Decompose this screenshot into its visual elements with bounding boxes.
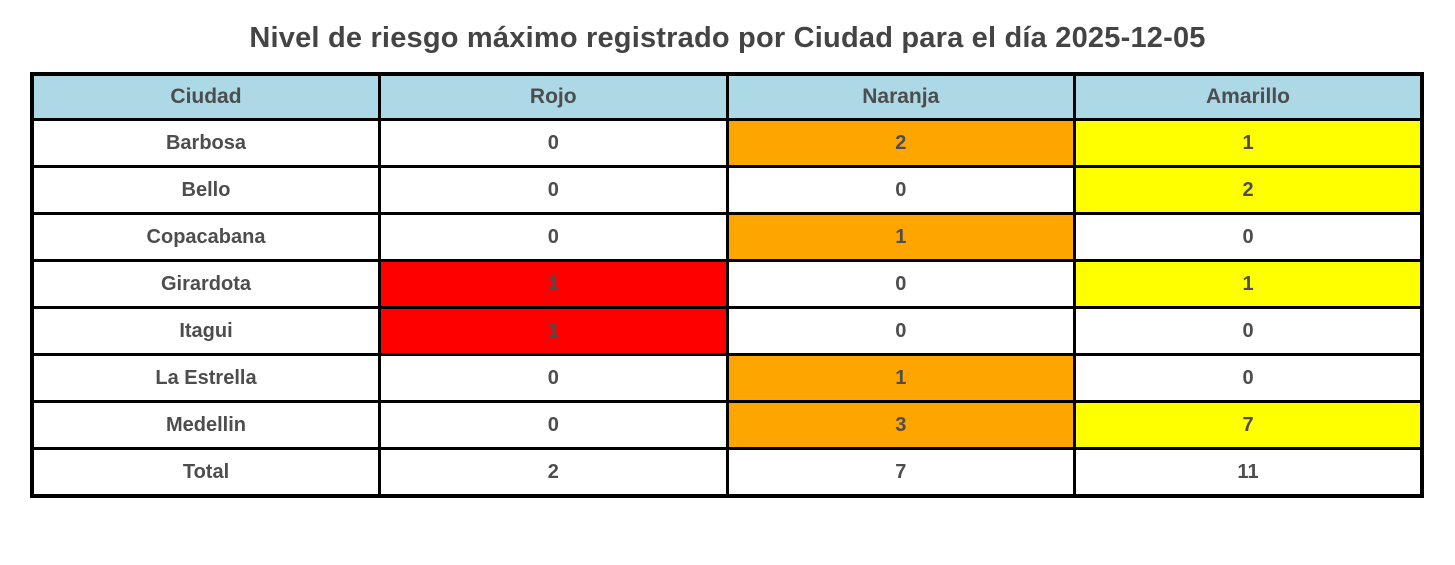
- value-cell: 0: [378, 400, 729, 450]
- value-cell: 0: [378, 353, 729, 403]
- header-cell-rojo: Rojo: [378, 72, 729, 121]
- city-cell: Girardota: [30, 259, 381, 309]
- header-row: Ciudad Rojo Naranja Amarillo: [30, 72, 1424, 121]
- city-cell: Copacabana: [30, 212, 381, 262]
- risk-table: Ciudad Rojo Naranja Amarillo Barbosa 0 2…: [30, 72, 1424, 498]
- header-cell-ciudad: Ciudad: [30, 72, 381, 121]
- value-cell: 1: [1073, 259, 1424, 309]
- city-cell: Itagui: [30, 306, 381, 356]
- table-row-total: Total 2 7 11: [30, 447, 1424, 498]
- value-cell: 1: [378, 306, 729, 356]
- value-cell: 0: [725, 165, 1076, 215]
- table-row: Itagui 1 0 0: [30, 306, 1424, 356]
- value-cell: 0: [725, 259, 1076, 309]
- value-cell: 2: [1073, 165, 1424, 215]
- value-cell: 0: [1073, 306, 1424, 356]
- table-row: Medellin 0 3 7: [30, 400, 1424, 450]
- value-cell: 1: [725, 212, 1076, 262]
- value-cell: 7: [1073, 400, 1424, 450]
- city-cell: Medellin: [30, 400, 381, 450]
- table-row: Girardota 1 0 1: [30, 259, 1424, 309]
- value-cell: 1: [1073, 118, 1424, 168]
- city-cell: La Estrella: [30, 353, 381, 403]
- value-cell: 11: [1073, 447, 1424, 498]
- value-cell: 2: [725, 118, 1076, 168]
- value-cell: 3: [725, 400, 1076, 450]
- value-cell: 0: [378, 118, 729, 168]
- table-row: Bello 0 0 2: [30, 165, 1424, 215]
- value-cell: 2: [378, 447, 729, 498]
- value-cell: 0: [1073, 353, 1424, 403]
- value-cell: 1: [725, 353, 1076, 403]
- value-cell: 0: [378, 165, 729, 215]
- value-cell: 0: [725, 306, 1076, 356]
- value-cell: 1: [378, 259, 729, 309]
- table-row: La Estrella 0 1 0: [30, 353, 1424, 403]
- table-row: Copacabana 0 1 0: [30, 212, 1424, 262]
- page-title: Nivel de riesgo máximo registrado por Ci…: [249, 22, 1206, 54]
- header-cell-naranja: Naranja: [725, 72, 1076, 121]
- value-cell: 0: [378, 212, 729, 262]
- header-cell-amarillo: Amarillo: [1073, 72, 1424, 121]
- table-row: Barbosa 0 2 1: [30, 118, 1424, 168]
- city-cell: Barbosa: [30, 118, 381, 168]
- city-cell: Bello: [30, 165, 381, 215]
- value-cell: 7: [725, 447, 1076, 498]
- city-cell: Total: [30, 447, 381, 498]
- value-cell: 0: [1073, 212, 1424, 262]
